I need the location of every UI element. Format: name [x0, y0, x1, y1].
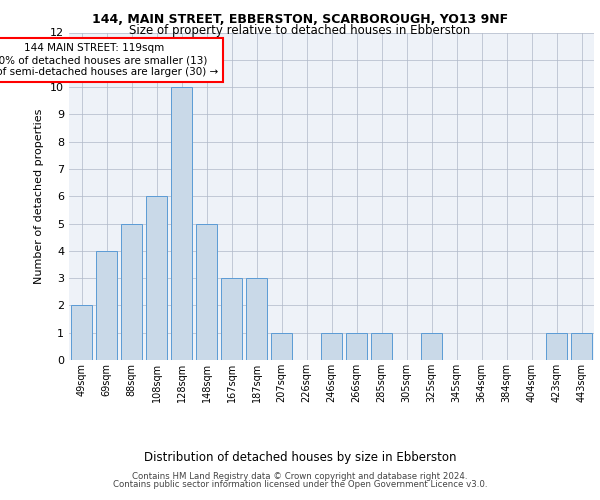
Bar	[321, 332, 342, 360]
Text: 144, MAIN STREET, EBBERSTON, SCARBOROUGH, YO13 9NF: 144, MAIN STREET, EBBERSTON, SCARBOROUGH…	[92, 13, 508, 26]
Bar	[71, 306, 92, 360]
Bar	[371, 332, 392, 360]
Bar	[121, 224, 142, 360]
Text: Contains HM Land Registry data © Crown copyright and database right 2024.: Contains HM Land Registry data © Crown c…	[132, 472, 468, 481]
Bar	[571, 332, 592, 360]
Bar	[271, 332, 292, 360]
Bar	[171, 87, 192, 360]
Bar	[546, 332, 567, 360]
Text: Contains public sector information licensed under the Open Government Licence v3: Contains public sector information licen…	[113, 480, 487, 489]
Bar	[246, 278, 267, 360]
Bar	[196, 224, 217, 360]
Y-axis label: Number of detached properties: Number of detached properties	[34, 108, 44, 284]
Bar	[221, 278, 242, 360]
Text: Size of property relative to detached houses in Ebberston: Size of property relative to detached ho…	[130, 24, 470, 37]
Bar	[421, 332, 442, 360]
Text: 144 MAIN STREET: 119sqm
← 30% of detached houses are smaller (13)
70% of semi-de: 144 MAIN STREET: 119sqm ← 30% of detache…	[0, 44, 218, 76]
Bar	[146, 196, 167, 360]
Bar	[96, 251, 117, 360]
Bar	[346, 332, 367, 360]
Text: Distribution of detached houses by size in Ebberston: Distribution of detached houses by size …	[144, 451, 456, 464]
